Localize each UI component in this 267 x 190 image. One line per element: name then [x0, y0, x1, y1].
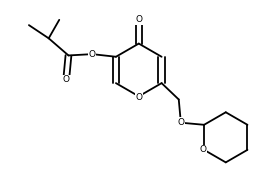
Text: O: O: [89, 50, 96, 59]
Text: O: O: [199, 145, 206, 154]
Text: O: O: [63, 75, 70, 85]
Text: O: O: [135, 93, 142, 102]
Text: O: O: [135, 15, 142, 24]
Text: O: O: [177, 118, 184, 127]
